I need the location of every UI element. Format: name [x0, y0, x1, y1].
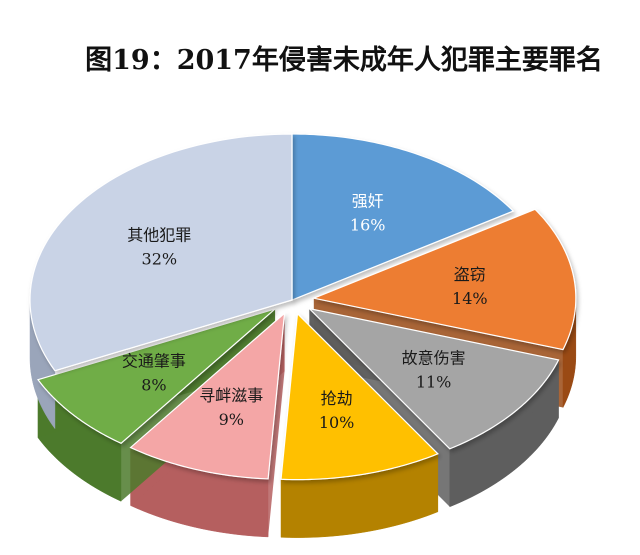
slice-value-3: 10%: [319, 413, 355, 432]
slice-value-1: 14%: [452, 289, 488, 308]
pie-slice-4: [129, 311, 286, 480]
pie-slice-1: [311, 208, 577, 351]
slice-value-4: 9%: [219, 410, 244, 429]
pie-slice-2: [307, 307, 560, 450]
slice-value-2: 11%: [416, 373, 452, 392]
slice-label-1: 盗窃: [454, 265, 486, 284]
pie-labels: 强奸 16% 盗窃 14% 故意伤害 11% 抢劫 10% 寻衅滋事 9% 交通肇事 8% 其他犯罪 32…: [122, 192, 488, 432]
pie-slice-5: [36, 308, 276, 444]
slice-label-6: 其他犯罪: [127, 226, 191, 245]
slice-label-0: 强奸: [352, 192, 384, 211]
pie-slice-0: [291, 133, 515, 301]
slice-label-2: 故意伤害: [402, 349, 466, 368]
chart-title: 图19：2017年侵害未成年人犯罪主要罪名: [85, 45, 603, 76]
slice-label-5: 交通肇事: [122, 352, 186, 371]
pie-tops: [29, 133, 577, 481]
pie-slice-6: [29, 133, 293, 372]
slice-value-5: 8%: [141, 376, 166, 395]
slice-label-4: 寻衅滋事: [199, 386, 263, 405]
pie-slice-3: [280, 312, 439, 481]
slice-value-0: 16%: [350, 216, 386, 235]
slice-value-6: 32%: [142, 250, 178, 269]
slice-label-3: 抢劫: [321, 389, 353, 408]
